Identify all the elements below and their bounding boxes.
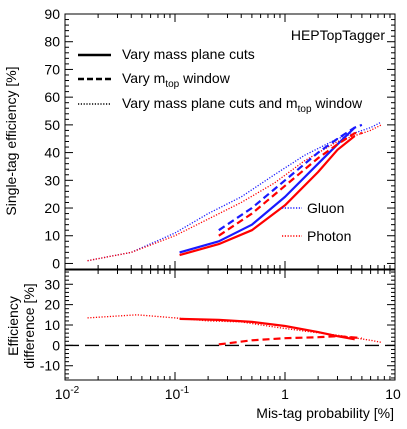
y-tick-label: 10 (44, 228, 60, 244)
y-tick-label: 10 (44, 317, 60, 333)
y-tick-label: -10 (40, 358, 60, 374)
top-series (87, 121, 382, 262)
top-y-axis-label: Single-tag efficiency [%] (3, 66, 19, 215)
color-legend: Gluon Photon (282, 200, 351, 244)
legend-color-label: Gluon (307, 200, 344, 216)
y-tick-label: 90 (44, 6, 60, 22)
top-legend: Vary mass plane cuts Vary mtop window Vary… (78, 46, 363, 115)
bottom-y-axis-label-line1: Efficiency (5, 296, 21, 356)
y-tick-label: 30 (44, 172, 60, 188)
y-tick-label: 20 (44, 297, 60, 313)
bottom-panel: -10 0 10 20 30 10-2 10-1 1 10 Efficiency differe… (5, 269, 401, 421)
x-tick-label: 1 (281, 386, 289, 402)
efficiency-curve (218, 123, 363, 232)
difference-curve (218, 335, 363, 346)
legend-label: Vary mass plane cuts (122, 46, 255, 62)
y-tick-label: 0 (52, 337, 60, 353)
efficiency-curve (218, 132, 362, 237)
efficiency-curve (179, 135, 356, 257)
difference-curve (87, 314, 382, 343)
bottom-y-axis-label-line2: difference [%] (21, 283, 37, 368)
bottom-panel-frame (64, 269, 396, 381)
x-tick-label: 10-2 (55, 385, 80, 402)
x-tick-label: 10-1 (165, 385, 190, 402)
top-ticks: 0 10 20 30 40 50 60 70 80 90 (44, 6, 396, 271)
y-tick-label: 30 (44, 276, 60, 292)
y-tick-label: 50 (44, 117, 60, 133)
legend-color-label: Photon (307, 228, 351, 244)
y-tick-label: 70 (44, 61, 60, 77)
difference-curve (179, 317, 355, 341)
y-tick-label: 80 (44, 34, 60, 50)
x-axis-label: Mis-tag probability [%] (256, 405, 394, 421)
legend-label: Vary mass plane cuts and mtop window (122, 95, 363, 115)
x-tick-label: 10 (385, 386, 401, 402)
y-tick-label: 20 (44, 200, 60, 216)
y-tick-label: 0 (52, 255, 60, 271)
legend-label: Vary mtop window (122, 70, 231, 90)
panel-annotation: HEPTopTagger (291, 27, 386, 43)
bottom-series (65, 314, 395, 347)
y-tick-label: 60 (44, 89, 60, 105)
top-panel: 0 10 20 30 40 50 60 70 80 90 HEPTopTagger Vary ma… (3, 6, 396, 271)
y-tick-label: 40 (44, 145, 60, 161)
